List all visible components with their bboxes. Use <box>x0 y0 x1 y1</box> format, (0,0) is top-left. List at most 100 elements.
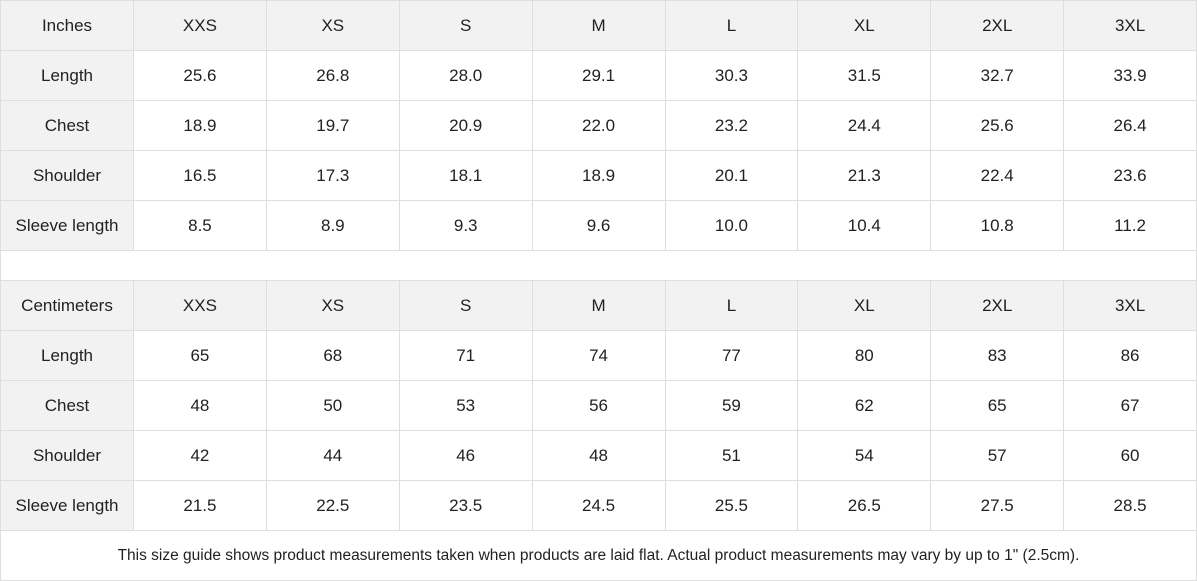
measurement-value: 24.4 <box>797 100 932 151</box>
size-guide-note: This size guide shows product measuremen… <box>0 530 1197 581</box>
table-row: Sleeve length 8.5 8.9 9.3 9.6 10.0 10.4 10.8 11.… <box>0 200 1197 251</box>
measurement-value: 23.2 <box>664 100 799 151</box>
table-spacer <box>0 250 1197 281</box>
measurement-value: 31.5 <box>797 50 932 101</box>
measurement-value: 60 <box>1063 430 1197 481</box>
measurement-label: Shoulder <box>0 430 134 481</box>
measurement-value: 48 <box>133 380 267 431</box>
measurement-value: 71 <box>398 330 533 381</box>
table-row: Length 65 68 71 74 77 80 83 86 <box>0 330 1197 381</box>
measurement-value: 33.9 <box>1063 50 1197 101</box>
measurement-value: 57 <box>930 430 1065 481</box>
measurement-value: 56 <box>531 380 666 431</box>
measurement-label: Length <box>0 50 134 101</box>
measurement-value: 42 <box>133 430 267 481</box>
measurement-label: Sleeve length <box>0 480 134 531</box>
size-header: S <box>398 280 533 331</box>
note-row: This size guide shows product measuremen… <box>0 530 1197 581</box>
measurement-value: 62 <box>797 380 932 431</box>
spacer-cell <box>0 250 1197 281</box>
size-header: L <box>664 0 799 51</box>
measurement-value: 8.9 <box>265 200 400 251</box>
table-row: Sleeve length 21.5 22.5 23.5 24.5 25.5 26.5 27.… <box>0 480 1197 531</box>
measurement-value: 20.9 <box>398 100 533 151</box>
size-header: M <box>531 0 666 51</box>
measurement-value: 65 <box>133 330 267 381</box>
measurement-label: Chest <box>0 100 134 151</box>
table-row: Chest 48 50 53 56 59 62 65 67 <box>0 380 1197 431</box>
header-row: Centimeters XXS XS S M L XL 2XL 3XL <box>0 280 1197 331</box>
measurement-value: 8.5 <box>133 200 267 251</box>
measurement-value: 23.5 <box>398 480 533 531</box>
measurement-value: 21.3 <box>797 150 932 201</box>
measurement-value: 32.7 <box>930 50 1065 101</box>
table-row: Shoulder 42 44 46 48 51 54 57 60 <box>0 430 1197 481</box>
measurement-value: 74 <box>531 330 666 381</box>
measurement-value: 21.5 <box>133 480 267 531</box>
table-row: Shoulder 16.5 17.3 18.1 18.9 20.1 21.3 22.4 23.6 <box>0 150 1197 201</box>
measurement-value: 9.6 <box>531 200 666 251</box>
measurement-value: 30.3 <box>664 50 799 101</box>
measurement-value: 28.0 <box>398 50 533 101</box>
measurement-value: 25.5 <box>664 480 799 531</box>
measurement-value: 26.4 <box>1063 100 1197 151</box>
measurement-value: 18.9 <box>133 100 267 151</box>
measurement-value: 23.6 <box>1063 150 1197 201</box>
measurement-value: 9.3 <box>398 200 533 251</box>
size-header: 3XL <box>1063 280 1197 331</box>
measurement-value: 68 <box>265 330 400 381</box>
measurement-value: 16.5 <box>133 150 267 201</box>
size-header: XL <box>797 280 932 331</box>
unit-header: Inches <box>0 0 134 51</box>
measurement-value: 54 <box>797 430 932 481</box>
measurement-value: 18.1 <box>398 150 533 201</box>
size-header: S <box>398 0 533 51</box>
size-header: 2XL <box>930 0 1065 51</box>
measurement-value: 18.9 <box>531 150 666 201</box>
measurement-value: 59 <box>664 380 799 431</box>
measurement-value: 10.8 <box>930 200 1065 251</box>
measurement-value: 80 <box>797 330 932 381</box>
measurement-value: 22.0 <box>531 100 666 151</box>
measurement-value: 29.1 <box>531 50 666 101</box>
measurement-value: 28.5 <box>1063 480 1197 531</box>
measurement-value: 83 <box>930 330 1065 381</box>
measurement-value: 44 <box>265 430 400 481</box>
size-header: L <box>664 280 799 331</box>
measurement-value: 50 <box>265 380 400 431</box>
measurement-value: 10.4 <box>797 200 932 251</box>
size-header: 2XL <box>930 280 1065 331</box>
unit-header: Centimeters <box>0 280 134 331</box>
measurement-value: 77 <box>664 330 799 381</box>
size-header: XS <box>265 280 400 331</box>
table-row: Length 25.6 26.8 28.0 29.1 30.3 31.5 32.7 33.9 <box>0 50 1197 101</box>
measurement-value: 22.4 <box>930 150 1065 201</box>
measurement-value: 27.5 <box>930 480 1065 531</box>
measurement-value: 53 <box>398 380 533 431</box>
measurement-value: 17.3 <box>265 150 400 201</box>
measurement-label: Chest <box>0 380 134 431</box>
measurement-value: 48 <box>531 430 666 481</box>
measurement-label: Length <box>0 330 134 381</box>
measurement-value: 65 <box>930 380 1065 431</box>
measurement-value: 10.0 <box>664 200 799 251</box>
measurement-value: 22.5 <box>265 480 400 531</box>
measurement-value: 51 <box>664 430 799 481</box>
measurement-value: 26.8 <box>265 50 400 101</box>
measurement-label: Sleeve length <box>0 200 134 251</box>
measurement-value: 86 <box>1063 330 1197 381</box>
measurement-value: 24.5 <box>531 480 666 531</box>
measurement-value: 67 <box>1063 380 1197 431</box>
size-header: XXS <box>133 0 267 51</box>
header-row: Inches XXS XS S M L XL 2XL 3XL <box>0 0 1197 51</box>
measurement-label: Shoulder <box>0 150 134 201</box>
measurement-value: 20.1 <box>664 150 799 201</box>
size-header: M <box>531 280 666 331</box>
size-header: 3XL <box>1063 0 1197 51</box>
measurement-value: 46 <box>398 430 533 481</box>
size-header: XXS <box>133 280 267 331</box>
measurement-value: 19.7 <box>265 100 400 151</box>
measurement-value: 26.5 <box>797 480 932 531</box>
measurement-value: 25.6 <box>930 100 1065 151</box>
